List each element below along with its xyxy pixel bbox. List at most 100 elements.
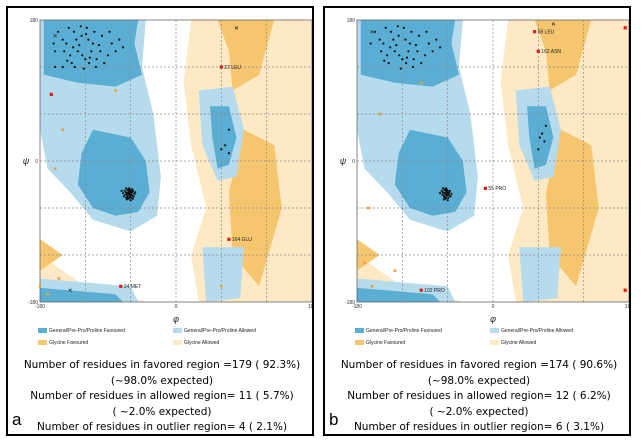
legend-item-glycine-favoured: Glycine Favoured	[355, 340, 405, 346]
data-point-allowed	[419, 81, 423, 84]
panel-letter-a: a	[12, 410, 22, 429]
region-general-allowed-lower	[519, 247, 561, 302]
data-point-favoured	[132, 195, 135, 198]
data-point-favoured	[123, 189, 126, 192]
data-point-outlier	[49, 92, 53, 96]
stats-a: Number of residues in favored region =17…	[18, 358, 306, 436]
data-point-allowed	[378, 112, 381, 116]
region-glycine-favoured-mid	[545, 129, 599, 287]
outlier-label: 162 ASN	[541, 49, 561, 55]
data-point-favoured	[87, 38, 90, 41]
data-point-favoured	[84, 58, 87, 61]
data-point-favoured	[446, 199, 449, 202]
stats-b: Number of residues in favored region =17…	[335, 358, 623, 436]
data-point-favoured	[66, 59, 69, 62]
data-point-favoured	[127, 191, 130, 194]
data-point-favoured	[543, 140, 546, 143]
favoured-points	[52, 25, 230, 202]
data-point-favoured	[134, 191, 137, 194]
gridlines	[357, 20, 629, 302]
legend-b: General/Pre-Pro/Proline Favoured General…	[355, 326, 625, 356]
outlier-label: 72 CYS	[628, 288, 629, 294]
region-general-favoured-beta	[360, 20, 459, 87]
data-point-favoured	[374, 30, 377, 33]
legend-item-general-favoured: General/Pre-Pro/Proline Favoured	[355, 328, 442, 334]
data-point-favoured	[541, 132, 544, 135]
data-point-favoured	[72, 46, 75, 49]
data-point-favoured	[85, 26, 88, 29]
region-glycine-favoured-top	[534, 20, 592, 91]
region-general-favoured-bottom	[40, 287, 124, 302]
data-point-outlier	[623, 288, 627, 292]
data-point-favoured	[80, 34, 83, 37]
data-point-outlier	[119, 284, 123, 288]
data-point-favoured	[79, 25, 82, 28]
outlier-label: 22 LEU	[224, 65, 241, 71]
legend-item-glycine-allowed: Glycine Allowed	[490, 340, 536, 346]
data-point-favoured	[73, 65, 76, 69]
x-tick-label-min: -180	[352, 304, 362, 310]
data-point-favoured	[544, 124, 547, 127]
data-point-favoured	[63, 50, 66, 53]
data-point-favoured	[405, 62, 408, 65]
data-point-allowed	[114, 89, 117, 92]
data-point-favoured	[411, 65, 414, 69]
data-point-favoured	[427, 42, 430, 45]
data-point-favoured	[386, 54, 389, 57]
glycine-points	[370, 22, 556, 34]
panel-letter-b: b	[329, 410, 339, 429]
data-point-favoured	[396, 25, 399, 28]
data-point-favoured	[417, 34, 421, 37]
data-point-favoured	[122, 192, 125, 195]
data-point-favoured	[61, 38, 64, 41]
x-tick-label-zero: 0	[175, 304, 178, 310]
data-point-favoured	[114, 50, 117, 53]
data-point-favoured	[122, 46, 125, 49]
data-point-favoured	[382, 42, 385, 45]
ramachandran-plot-a: -180 0 180 180 0 -180 φ ψ 22 LEU 164 GLU 34 MET	[23, 18, 312, 324]
outlier-label: 58 LEU	[538, 30, 555, 36]
data-point-favoured	[399, 67, 402, 70]
data-point-favoured	[125, 187, 128, 190]
data-point-favoured	[420, 62, 423, 65]
data-point-allowed	[220, 285, 223, 288]
data-point-allowed	[46, 292, 49, 296]
data-point-allowed	[38, 285, 42, 288]
data-point-allowed	[393, 269, 397, 272]
stat-outlier: Number of residues in outlier region= 4 …	[36, 421, 288, 433]
data-point-favoured	[395, 44, 398, 47]
data-point-favoured	[392, 38, 395, 41]
data-point-favoured	[389, 46, 392, 49]
data-point-outlier	[623, 26, 627, 30]
data-point-favoured	[441, 193, 444, 196]
data-point-favoured	[445, 188, 448, 192]
data-point-favoured	[450, 192, 453, 195]
data-point-favoured	[440, 189, 443, 192]
data-point-favoured	[118, 38, 121, 41]
legend-item-general-allowed: General/Pre-Pro/Proline Allowed	[490, 328, 573, 334]
data-point-favoured	[97, 44, 100, 47]
allowed-points	[38, 89, 223, 296]
data-point-favoured	[91, 42, 94, 45]
data-point-favoured	[128, 195, 131, 199]
data-point-favoured	[442, 198, 445, 201]
glycine-points	[53, 26, 239, 292]
data-point-favoured	[445, 196, 448, 199]
data-point-favoured	[393, 50, 396, 53]
legend-item-general-allowed: General/Pre-Pro/Proline Allowed	[173, 328, 256, 334]
outlier-label: 15 CYS	[628, 26, 629, 32]
data-point-favoured	[412, 58, 415, 61]
data-point-favoured	[444, 193, 447, 196]
data-point-favoured	[110, 42, 113, 45]
region-general-allowed-lower	[202, 247, 244, 302]
data-point-allowed	[53, 167, 57, 171]
data-point-favoured	[120, 189, 123, 192]
data-point-favoured	[435, 38, 438, 41]
region-general-favoured-beta	[43, 20, 142, 87]
data-point-favoured	[537, 148, 540, 151]
data-point-favoured	[126, 188, 129, 192]
outlier-label: 34 MET	[124, 284, 142, 290]
stat-allowed: Number of residues in allowed region= 12…	[347, 390, 611, 402]
data-point-favoured	[408, 42, 411, 45]
data-point-favoured	[220, 148, 223, 151]
